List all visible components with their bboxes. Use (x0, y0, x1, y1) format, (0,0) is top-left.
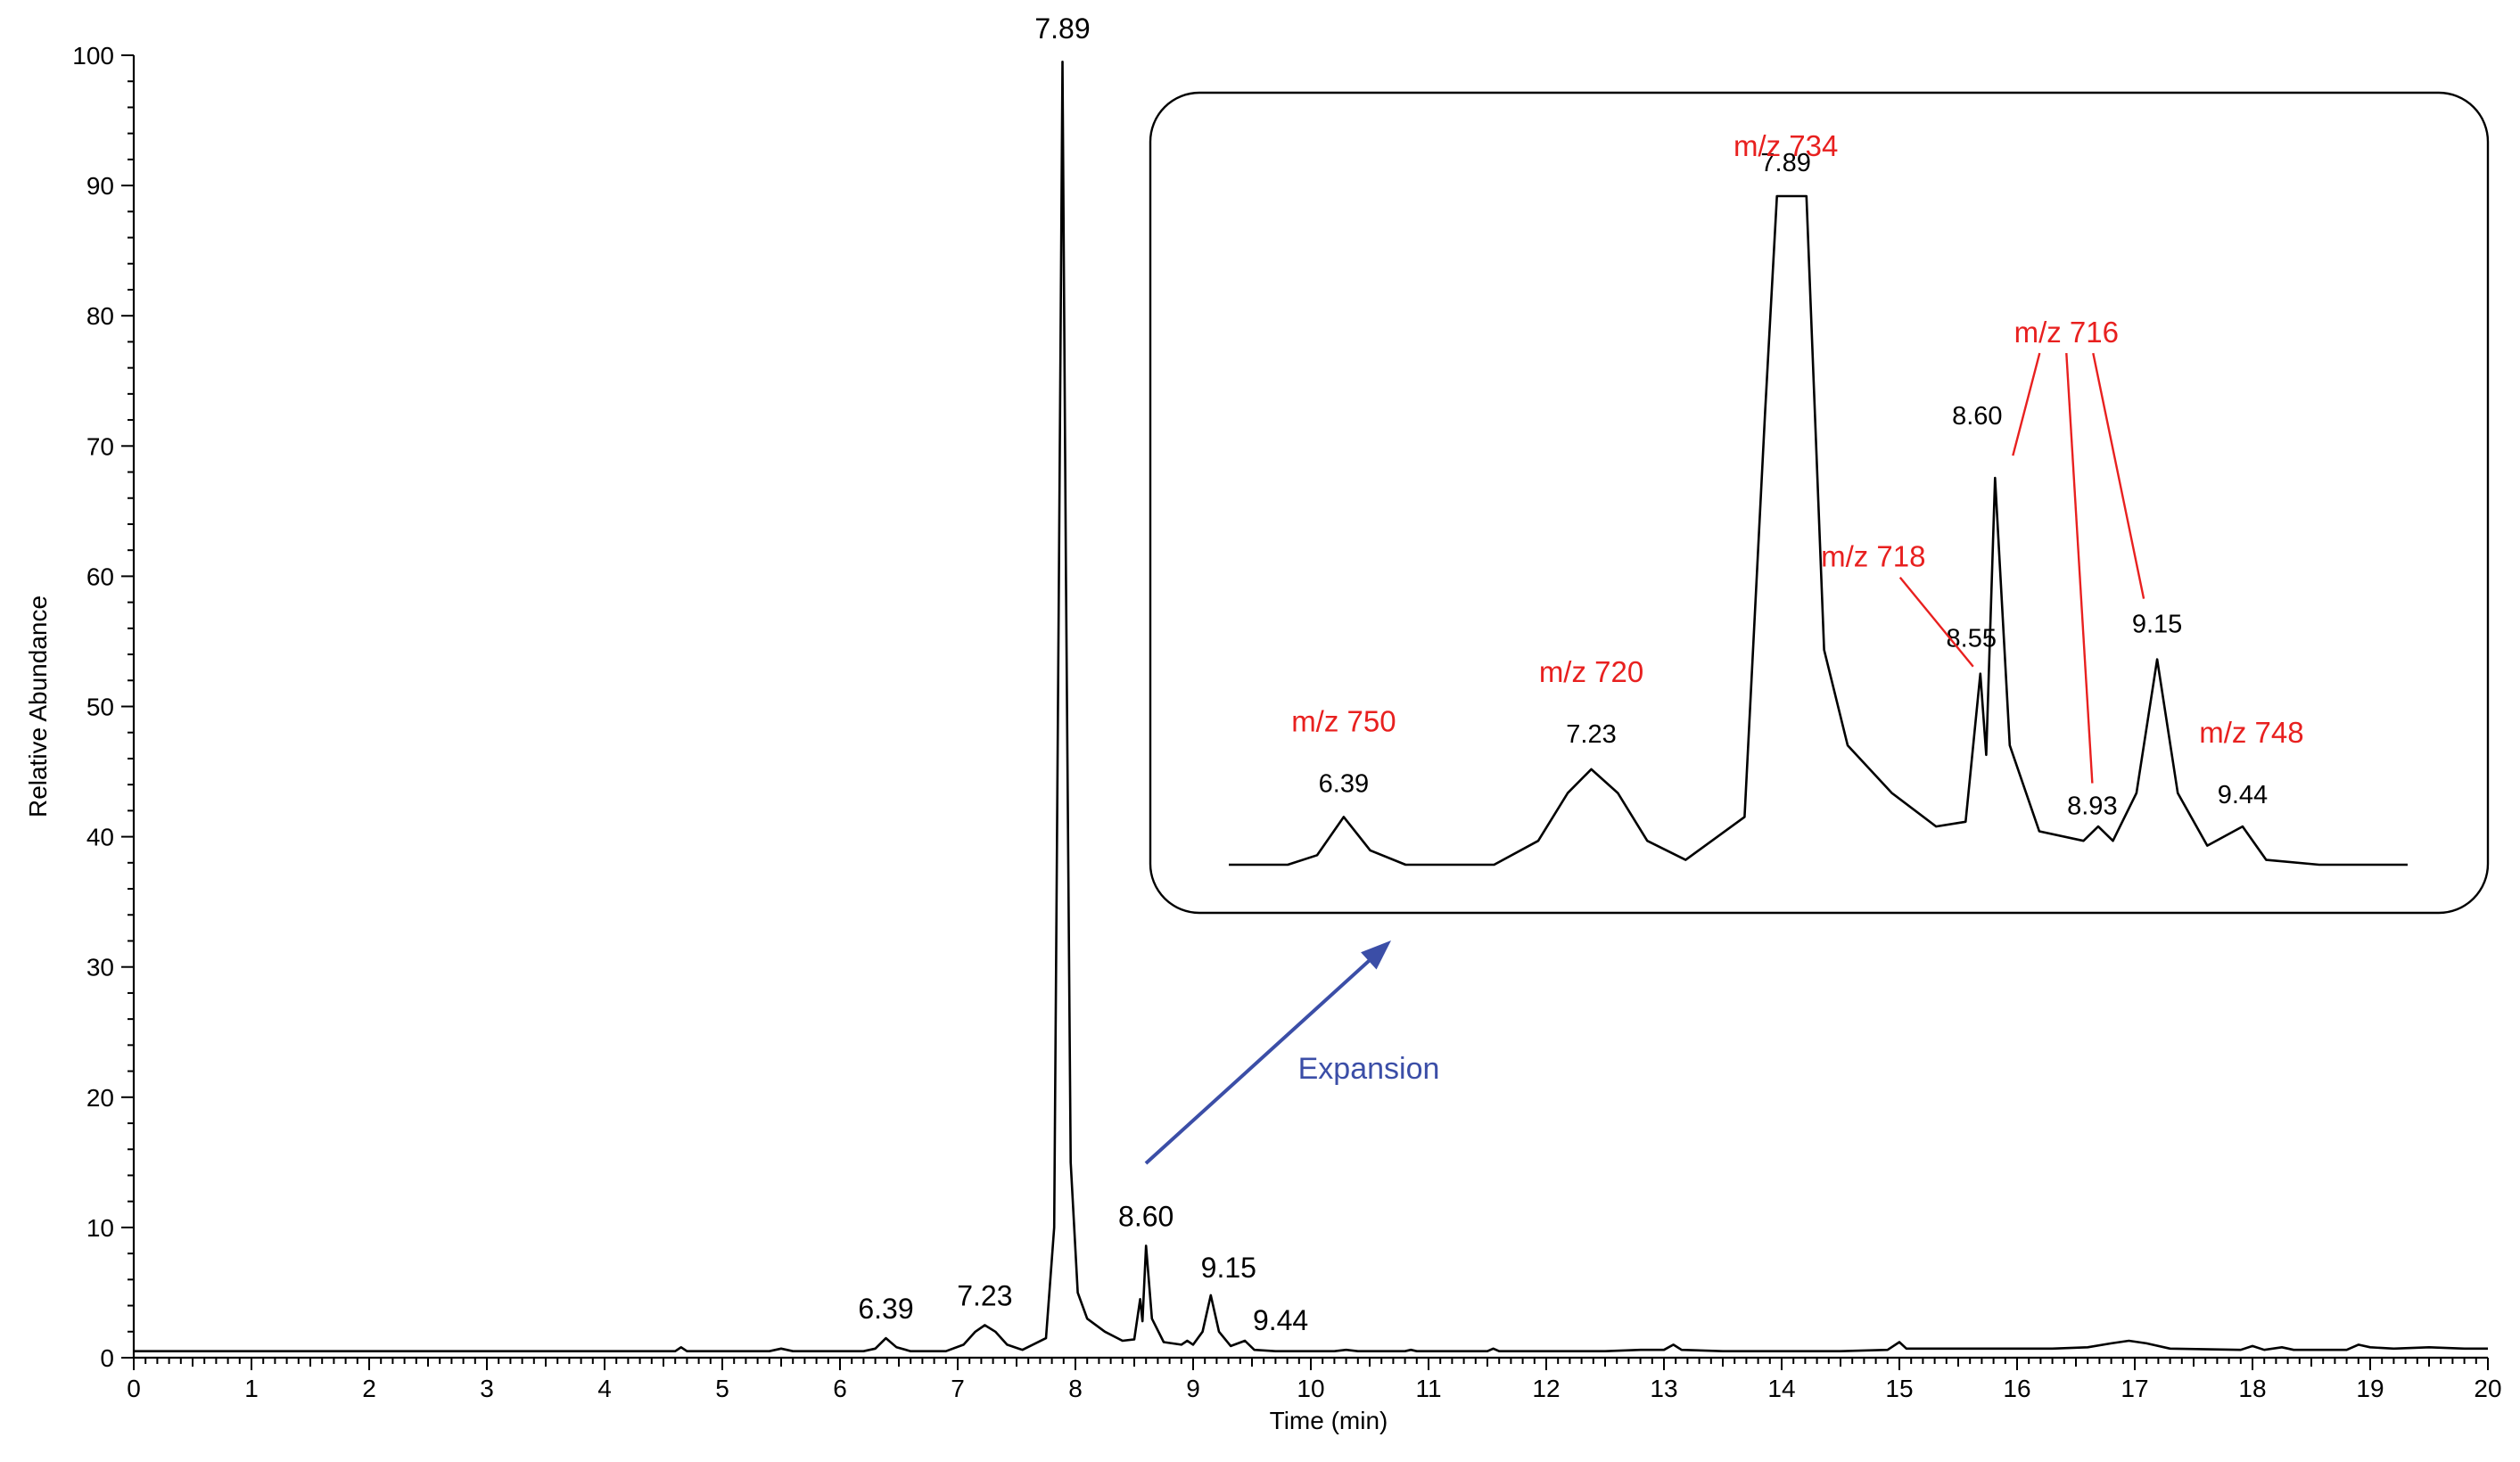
x-tick-label: 16 (2003, 1375, 2030, 1402)
x-tick-label: 4 (597, 1375, 612, 1402)
x-tick-label: 1 (244, 1375, 259, 1402)
mz-716-leader (2012, 352, 2041, 456)
mz-718-leader (1898, 576, 1974, 668)
y-tick-label: 60 (86, 563, 114, 590)
mz-label: m/z 748 (2199, 716, 2303, 749)
x-axis-title: Time (min) (1270, 1407, 1388, 1434)
x-tick-label: 17 (2121, 1375, 2148, 1402)
x-tick-label: 6 (833, 1375, 847, 1402)
inset-peak-label: 8.60 (1952, 402, 2002, 431)
x-tick-label: 8 (1068, 1375, 1083, 1402)
expansion-arrowhead (1361, 940, 1391, 970)
x-tick-label: 2 (362, 1375, 376, 1402)
x-tick-label: 9 (1186, 1375, 1200, 1402)
x-tick-label: 15 (1885, 1375, 1913, 1402)
y-tick-label: 80 (86, 302, 114, 330)
main-axes: 0 1 2 3 4 5 6 7 8 9 10 11 12 13 14 15 16 17 18 19 2001020304… (24, 42, 2502, 1434)
peak-label: 8.60 (1118, 1200, 1174, 1232)
expansion-arrow-shaft (1144, 950, 1380, 1165)
y-tick-label: 40 (86, 824, 114, 851)
inset-peak-label: 7.23 (1566, 720, 1616, 749)
x-tick-label: 12 (1532, 1375, 1560, 1402)
inset-frame (1149, 91, 2490, 915)
mz-716-leader (2065, 352, 2094, 784)
inset-peak-label: 8.55 (1947, 625, 1997, 653)
x-tick-label: 3 (480, 1375, 494, 1402)
x-tick-label: 5 (715, 1375, 729, 1402)
peak-label: 6.39 (858, 1293, 913, 1325)
peak-label: 9.44 (1253, 1304, 1308, 1336)
y-axis-title: Relative Abundance (24, 595, 52, 817)
inset-peak-label: 6.39 (1319, 769, 1369, 798)
peak-label: 9.15 (1201, 1252, 1256, 1284)
x-tick-label: 18 (2238, 1375, 2266, 1402)
expansion-label: Expansion (1298, 1052, 1440, 1086)
tic-trace (134, 61, 2488, 1352)
x-tick-label: 7 (951, 1375, 965, 1402)
x-tick-label: 11 (1415, 1375, 1441, 1402)
peak-label: 7.89 (1034, 12, 1090, 45)
x-tick-label: 14 (1767, 1375, 1795, 1402)
inset-peak-label: 8.93 (2067, 793, 2117, 821)
x-tick-label: 13 (1650, 1375, 1677, 1402)
y-tick-label: 100 (72, 42, 114, 70)
inset-trace (1229, 194, 2408, 867)
inset-peak-label: 9.15 (2132, 611, 2182, 639)
mz-label: m/z 734 (1734, 129, 1838, 162)
mz-label: m/z 720 (1539, 655, 1643, 688)
mz-label: m/z 718 (1821, 540, 1925, 573)
y-tick-label: 30 (86, 954, 114, 982)
mz-label: m/z 750 (1291, 704, 1396, 737)
x-tick-label: 10 (1297, 1375, 1324, 1402)
y-tick-label: 0 (100, 1344, 114, 1372)
inset-peak-label: 7.89 (1760, 149, 1810, 177)
inset-peak-label: 9.44 (2218, 781, 2268, 809)
mz-label: m/z 716 (2014, 316, 2119, 349)
expansion-inset: 6.39 7.23 7.89 8.55 8.60 8.93 9.15 9.44 m/z 750 m… (1149, 91, 2490, 915)
x-tick-label: 0 (127, 1375, 141, 1402)
expansion-arrow: Expansion (1144, 940, 1440, 1165)
y-tick-label: 20 (86, 1084, 114, 1112)
mz-716-leader (2092, 352, 2145, 599)
y-tick-label: 90 (86, 172, 114, 200)
y-tick-label: 50 (86, 694, 114, 721)
x-tick-label: 19 (2356, 1375, 2384, 1402)
y-tick-label: 10 (86, 1214, 114, 1242)
peak-label: 7.23 (957, 1279, 1012, 1311)
y-tick-label: 70 (86, 432, 114, 460)
x-tick-label: 20 (2474, 1375, 2501, 1402)
main-plot: 6.39 7.23 7.89 8.60 9.15 9.44 (134, 12, 2488, 1352)
